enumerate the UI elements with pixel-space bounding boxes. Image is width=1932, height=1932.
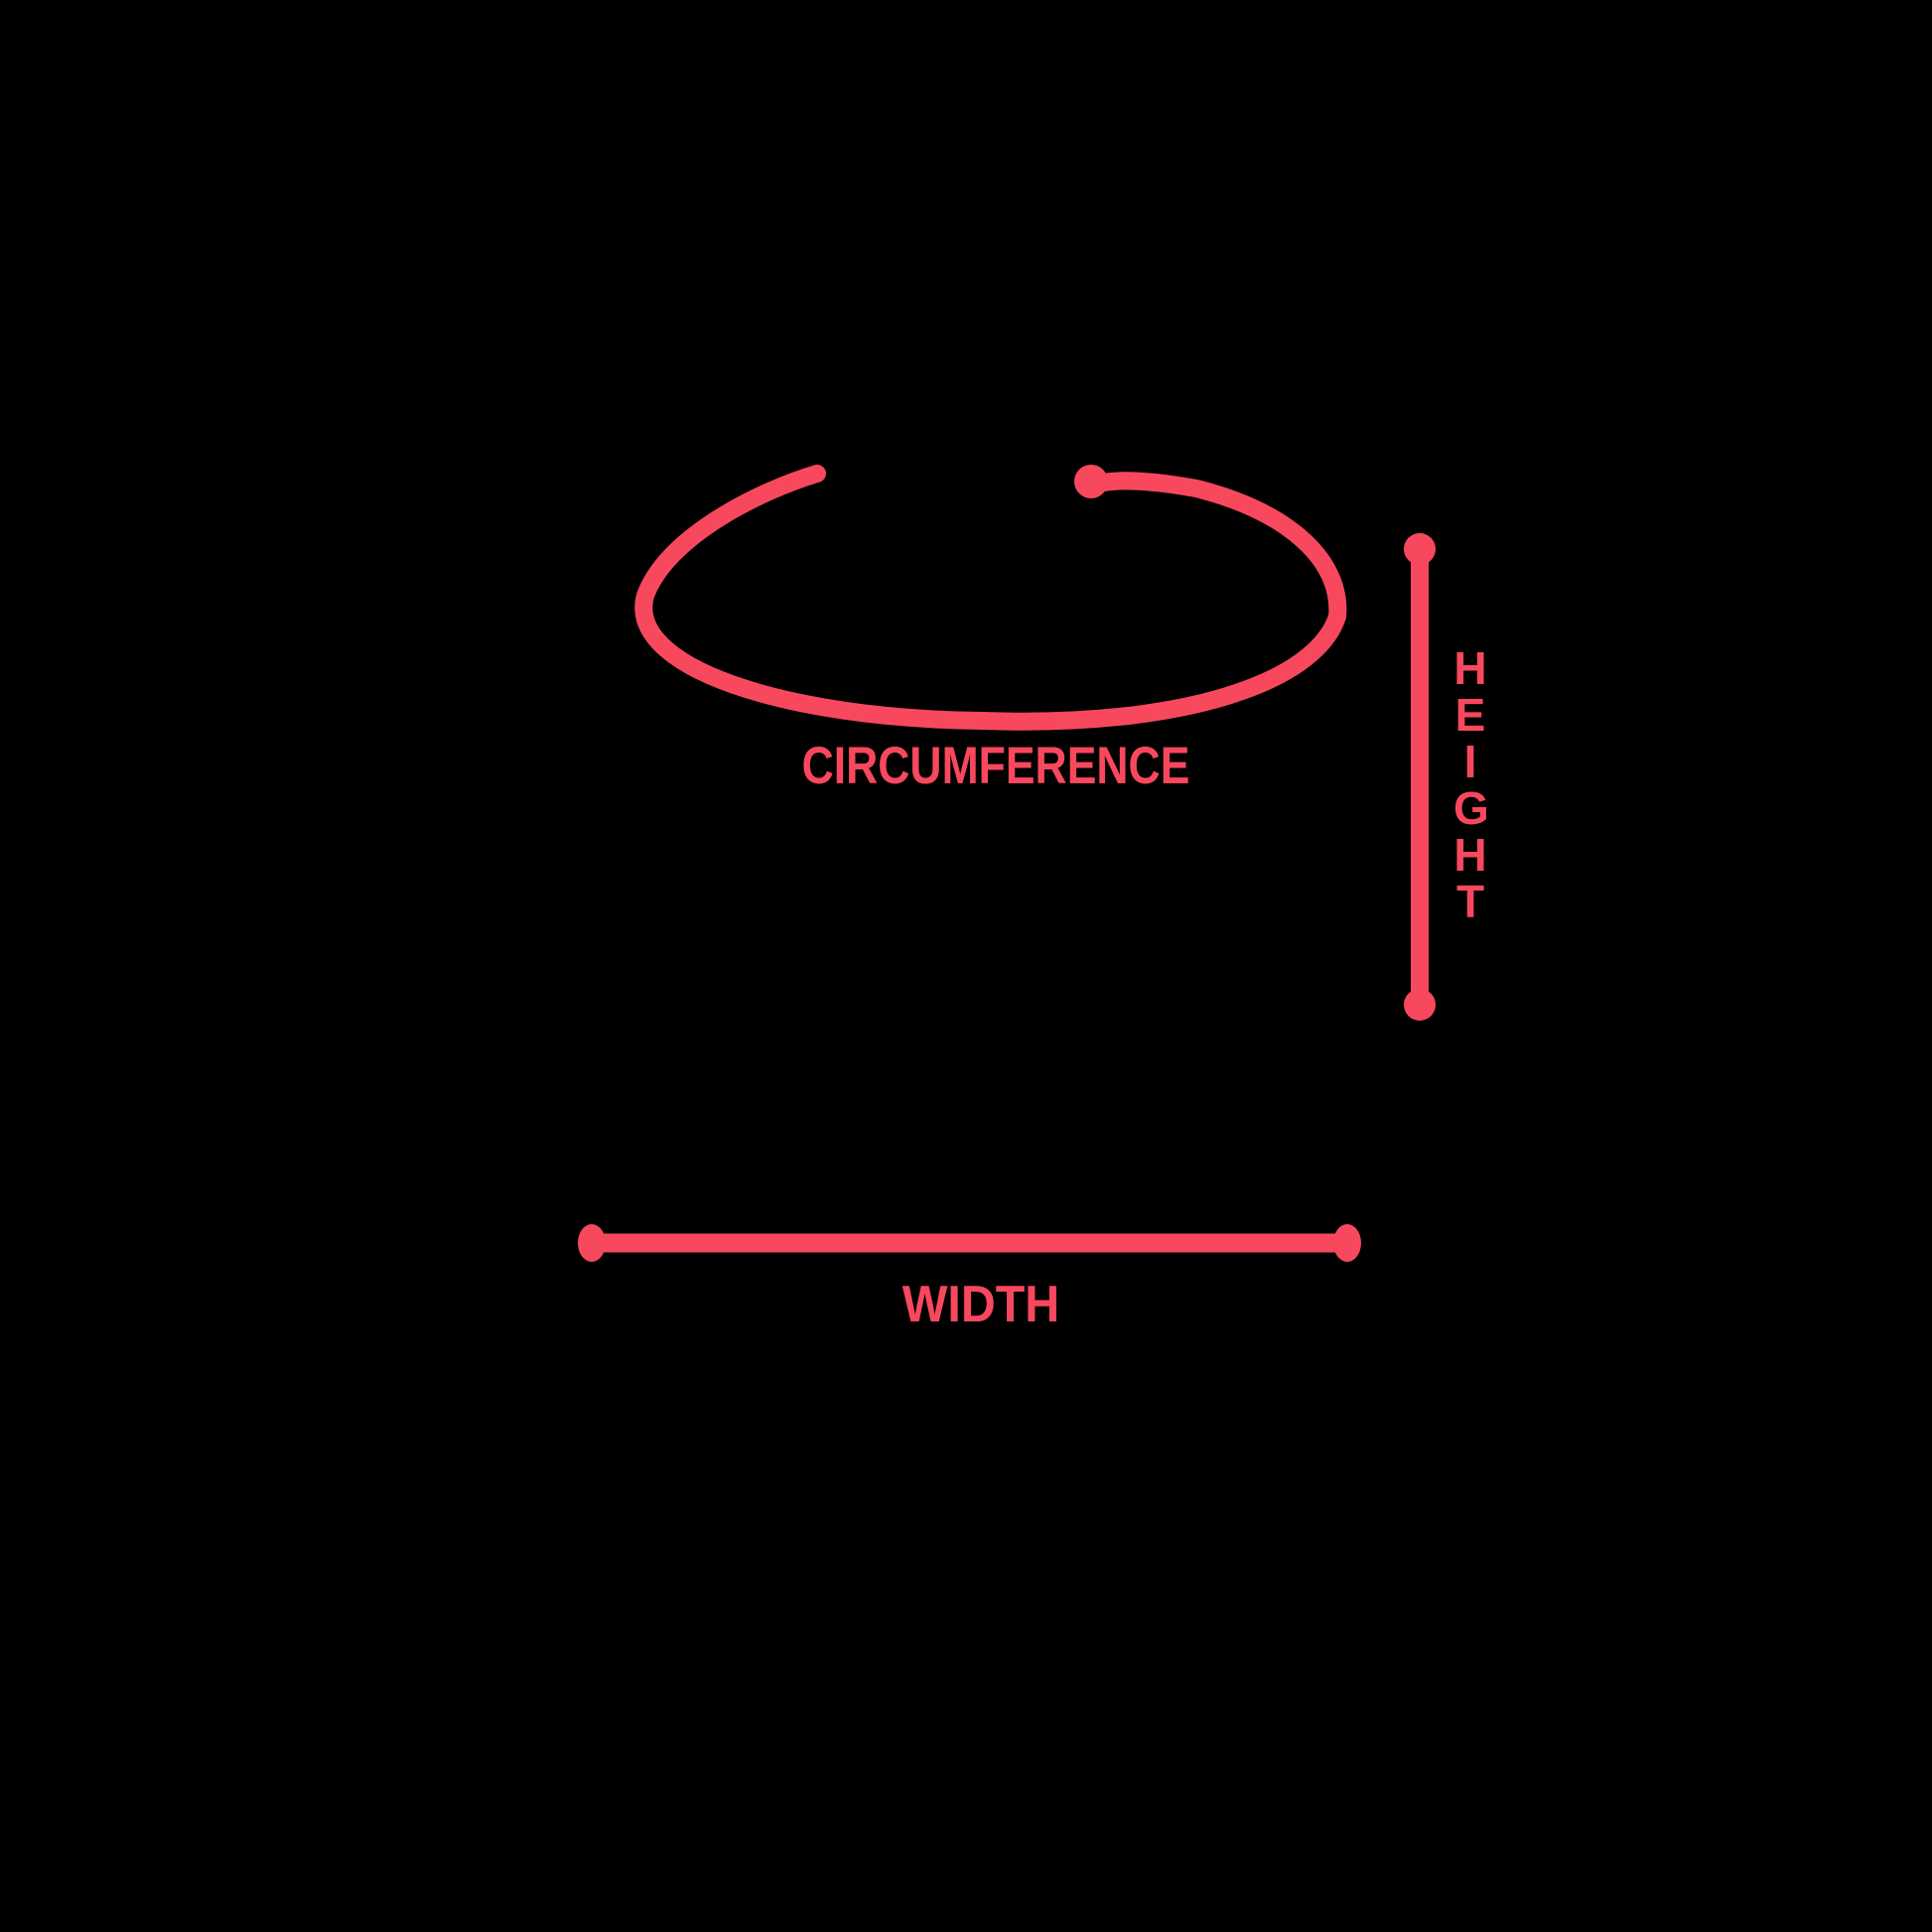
- height-line-bottom-dot: [1404, 989, 1436, 1021]
- width-label: WIDTH: [901, 1276, 1060, 1333]
- height-label: HEIGHT: [1453, 642, 1489, 927]
- circumference-label: CIRCUMFERENCE: [801, 737, 1190, 795]
- width-line-left-dot: [578, 1224, 606, 1262]
- circumference-arc: [634, 465, 1347, 731]
- width-line-right-dot: [1333, 1224, 1361, 1262]
- circumference-arc-end-dot: [1074, 465, 1108, 498]
- height-line-top-dot: [1404, 533, 1436, 565]
